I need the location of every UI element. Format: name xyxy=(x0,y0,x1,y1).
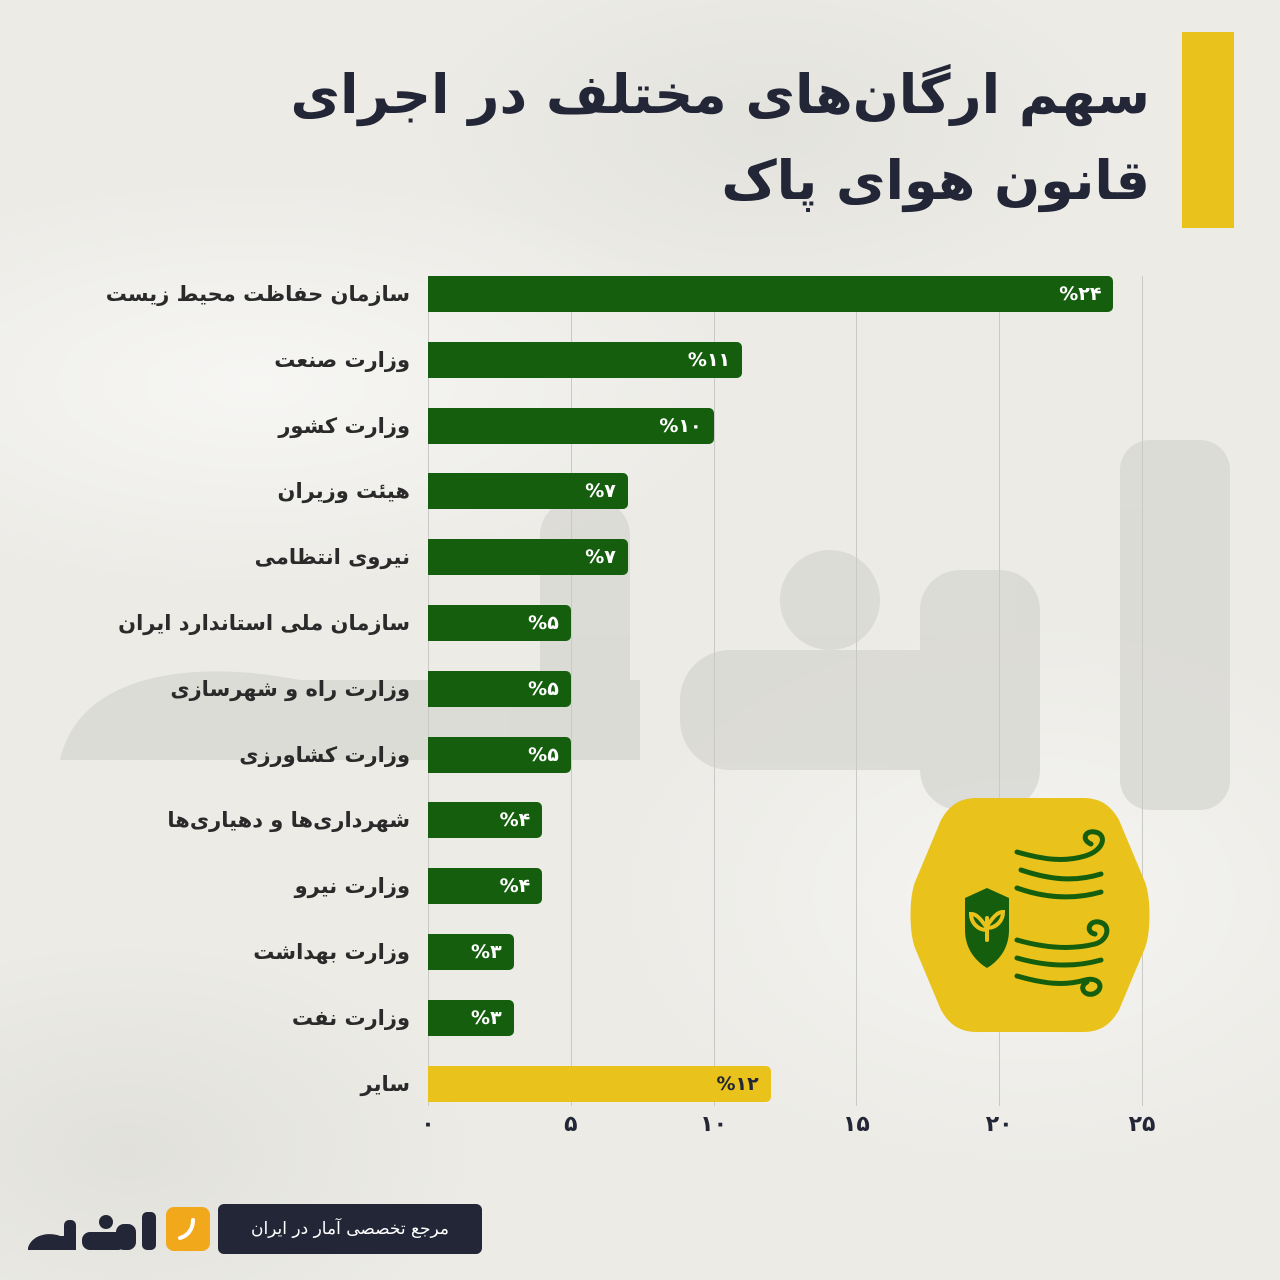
data-label: %۱۲ xyxy=(716,1072,759,1095)
data-label: %۳ xyxy=(471,1006,502,1029)
x-tick-label: ۵ xyxy=(564,1112,578,1137)
category-label: سایر xyxy=(360,1071,411,1096)
category-label: هیئت وزیران xyxy=(277,479,410,504)
bar-chart: ۰ ۵ ۱۰ ۱۵ ۲۰ ۲۵ سازمان حفاظت محیط زیست %۲۴ وزارت… xyxy=(105,276,1156,1137)
gridline xyxy=(1142,276,1143,1106)
data-label: %۷ xyxy=(585,480,616,503)
bar: %۳ xyxy=(428,999,514,1036)
bar: %۱۰ xyxy=(428,407,714,444)
category-label: وزارت صنعت xyxy=(274,347,410,372)
category-label: وزارت بهداشت xyxy=(253,940,410,964)
category-label: سازمان حفاظت محیط زیست xyxy=(105,282,410,306)
x-tick-label: ۲۵ xyxy=(1128,1112,1156,1137)
gridline xyxy=(999,276,1001,1106)
category-label: وزارت کشاورزی xyxy=(239,742,410,767)
data-label: %۱۱ xyxy=(687,348,731,371)
bar: %۷ xyxy=(428,539,628,576)
slash-icon xyxy=(166,1207,210,1251)
amarfact-logo xyxy=(28,1212,156,1250)
data-label: %۵ xyxy=(528,743,559,766)
category-label: شهرداری‌ها و دهیاری‌ها xyxy=(167,808,410,833)
data-label: %۳ xyxy=(471,941,502,963)
data-label: %۴ xyxy=(499,875,531,898)
x-tick-label: ۰ xyxy=(421,1112,435,1137)
shield-leaf-wind-icon xyxy=(910,798,1150,1032)
chart-title: سهم ارگان‌های مختلف در اجرای قانون هوای … xyxy=(290,63,1150,212)
category-label: وزارت راه و شهرسازی xyxy=(170,676,410,701)
tagline-box: مرجع تخصصی آمار در ایران xyxy=(166,1204,482,1254)
category-label: وزارت نفت xyxy=(291,1005,410,1030)
bar: %۱۱ xyxy=(428,341,743,378)
bar: %۲۴ xyxy=(428,276,1114,312)
data-label: %۵ xyxy=(528,612,559,634)
bar: %۵ xyxy=(428,605,571,641)
data-label: %۲۴ xyxy=(1059,283,1102,305)
x-tick-label: ۱۵ xyxy=(842,1112,870,1137)
bar: %۴ xyxy=(428,802,543,839)
gridline xyxy=(856,276,858,1106)
bar: %۵ xyxy=(428,736,571,773)
gridline xyxy=(713,276,715,1106)
gridline xyxy=(570,276,572,1106)
bar: %۴ xyxy=(428,868,543,905)
category-label: وزارت نیرو xyxy=(294,874,410,899)
brand-logo xyxy=(24,1208,164,1256)
bar: %۷ xyxy=(428,473,628,510)
category-label: وزارت کشور xyxy=(278,413,410,438)
bar: %۳ xyxy=(428,934,514,970)
tagline-text: مرجع تخصصی آمار در ایران xyxy=(218,1204,482,1254)
bar: %۵ xyxy=(428,670,571,707)
category-label: نیروی انتظامی xyxy=(254,545,410,570)
bar: %۱۲ xyxy=(428,1065,771,1102)
data-label: %۵ xyxy=(528,677,559,700)
title-accent-bar xyxy=(1182,32,1234,228)
x-tick-label: ۱۰ xyxy=(700,1112,728,1137)
data-label: %۱۰ xyxy=(659,414,702,437)
data-label: %۷ xyxy=(585,546,616,569)
category-label: سازمان ملی استاندارد ایران xyxy=(118,611,410,635)
data-label: %۴ xyxy=(499,809,531,832)
x-tick-label: ۲۰ xyxy=(985,1112,1013,1137)
